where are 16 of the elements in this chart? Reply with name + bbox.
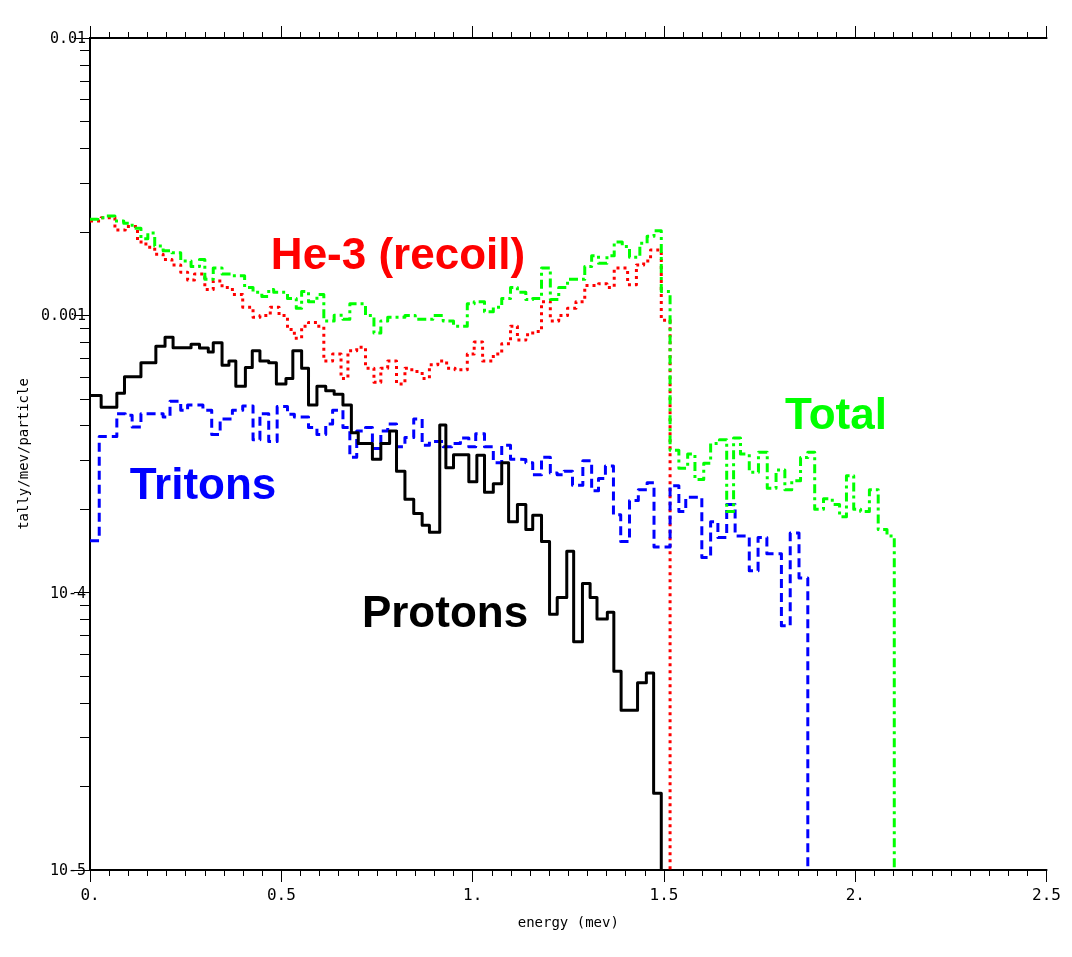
- x-tick-label: 1.5: [649, 884, 679, 904]
- series-label: He-3 (recoil): [270, 228, 526, 278]
- x-tick-label: 1.: [463, 884, 483, 904]
- series-label: Total: [785, 388, 887, 438]
- x-tick-label: 2.: [845, 884, 865, 904]
- y-tick-label: 0.001: [40, 306, 87, 325]
- series-label: Protons: [361, 586, 529, 636]
- x-axis-title: energy (mev): [517, 914, 619, 930]
- series-label: Tritons: [129, 458, 277, 508]
- y-tick-label: 0.01: [49, 29, 87, 47]
- y-axis-title: tally/mev/particle: [15, 378, 31, 530]
- x-tick-label: 0.: [80, 884, 100, 904]
- y-tick-label: 10-5: [49, 861, 87, 879]
- x-tick-label: 2.5: [1032, 884, 1061, 904]
- x-tick-label: 0.5: [266, 884, 296, 904]
- y-tick-label: 10-4: [49, 583, 87, 602]
